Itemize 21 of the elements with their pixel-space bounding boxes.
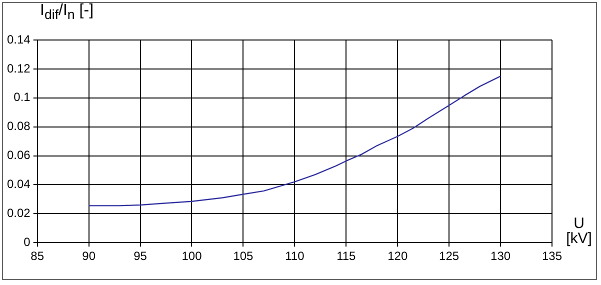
y-tick-label: 0.08 — [6, 119, 31, 134]
x-tick-label: 120 — [388, 249, 408, 264]
y-tick-label: 0.12 — [6, 61, 31, 76]
y-tick-label: 0.1 — [14, 90, 31, 104]
y-tick-label: 0.02 — [6, 206, 31, 220]
y-tick-label: 0 — [24, 234, 31, 249]
x-tick-label: 135 — [542, 249, 562, 264]
x-tick-label: 85 — [30, 249, 44, 264]
y-tick-label: 0.06 — [6, 148, 31, 162]
x-tick-label: 100 — [182, 249, 202, 264]
x-tick-label: 105 — [233, 249, 254, 264]
y-tick-label: 0.04 — [6, 177, 31, 192]
x-tick-label: 110 — [285, 249, 305, 264]
x-tick-label: 90 — [82, 249, 96, 264]
x-tick-label: 115 — [336, 249, 356, 264]
y-tick-label: 0.14 — [6, 32, 31, 46]
x-tick-label: 125 — [439, 249, 460, 264]
y-axis-title: I$_{dif}$/I$_{n}$ [-] — [40, 2, 94, 22]
x-tick-label: 130 — [490, 249, 511, 264]
x-tick-label: 95 — [134, 249, 148, 264]
x-axis-title: U [kV] — [565, 215, 593, 247]
